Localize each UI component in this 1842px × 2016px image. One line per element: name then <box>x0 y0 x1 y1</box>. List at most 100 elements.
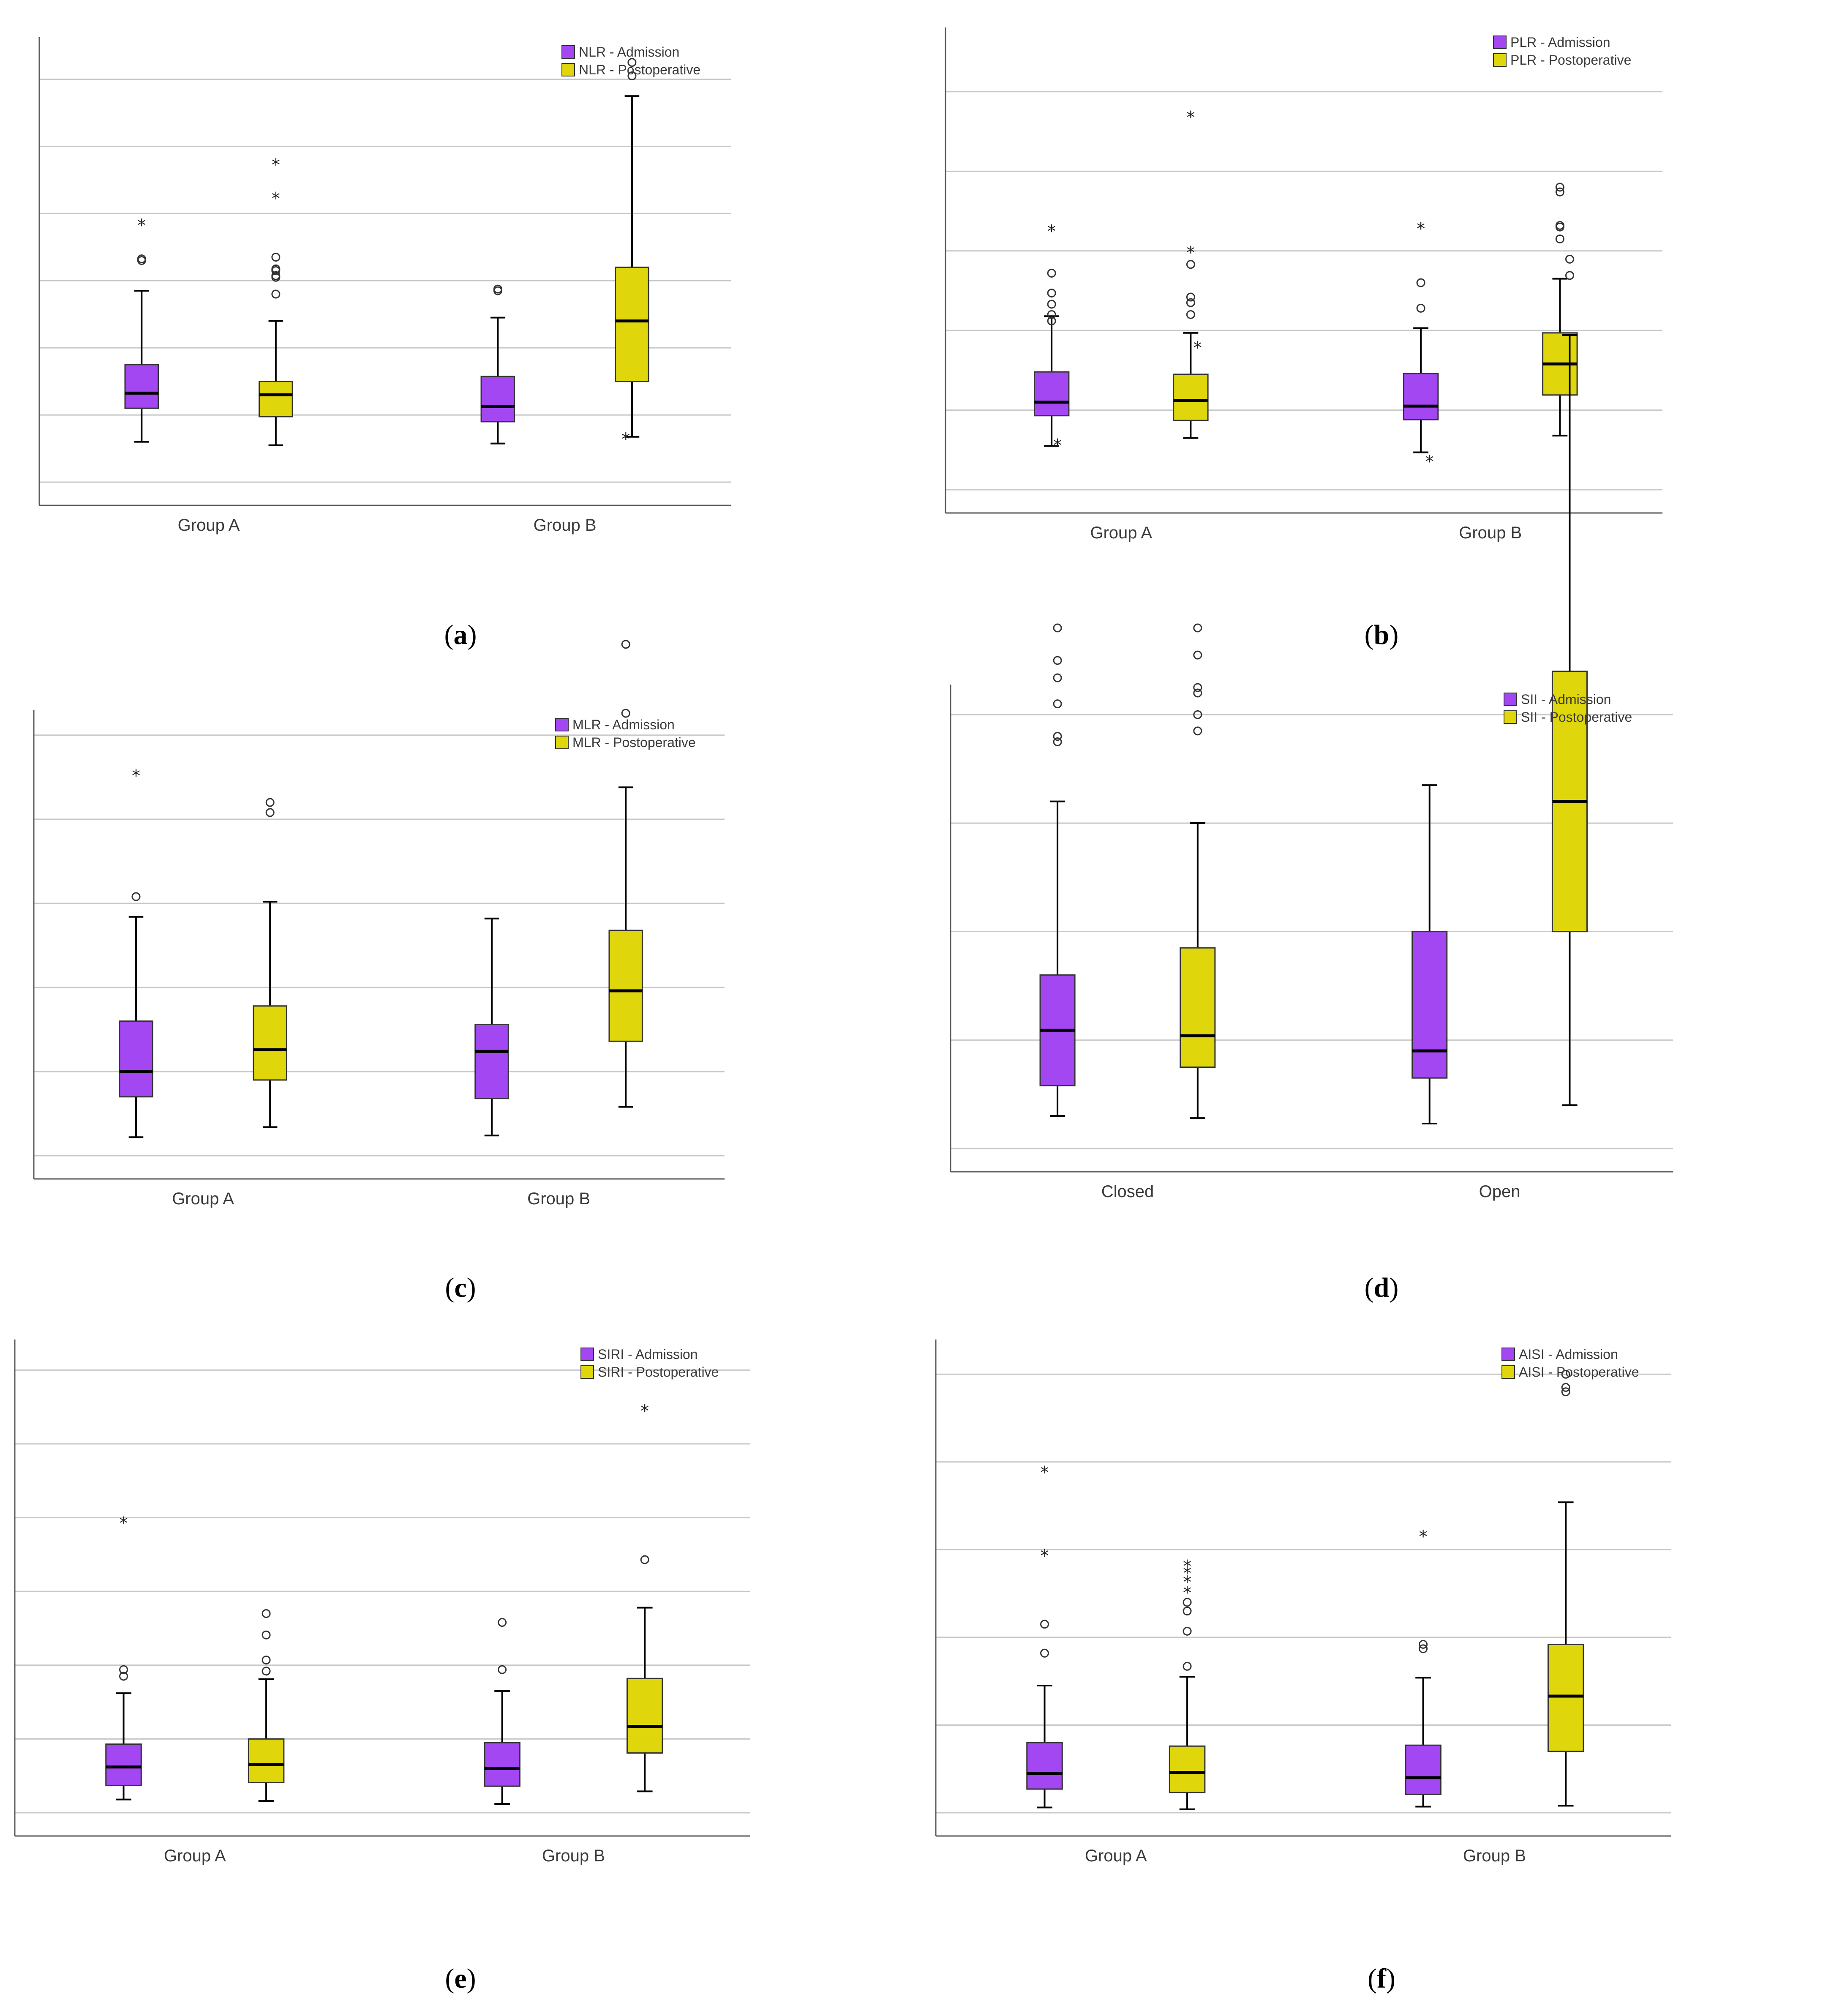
x-tick-label: Group B <box>1463 1847 1526 1865</box>
chart-panel-d: Closed Open * * * SII - Admission SII - Postop… <box>950 254 1673 1201</box>
outlier-point <box>1183 1607 1192 1616</box>
x-tick-label: Group B <box>1459 524 1522 542</box>
outlier-point <box>262 1609 271 1618</box>
legend-label: NLR - Postoperative <box>579 62 700 77</box>
box-iqr <box>1026 1742 1063 1790</box>
panel-label-a: (a) <box>444 619 477 650</box>
x-tick-label: Group A <box>1085 1847 1147 1865</box>
outlier-point <box>1561 1387 1570 1397</box>
box-postoperative-2 <box>1551 254 1588 1106</box>
box-postoperative-1 <box>248 1609 285 1802</box>
legend-swatch <box>1504 693 1517 706</box>
outlier-point <box>493 284 502 294</box>
outlier-point <box>271 289 281 299</box>
legend-label: MLR - Admission <box>572 717 675 732</box>
box-iqr <box>248 1738 285 1783</box>
legend-label: PLR - Postoperative <box>1510 52 1631 68</box>
outlier-point <box>627 58 637 67</box>
legend-label: AISI - Postoperative <box>1519 1364 1639 1380</box>
outlier-point <box>640 1555 649 1564</box>
panel-label-b: (b) <box>1364 619 1399 650</box>
box-iqr <box>480 376 515 423</box>
box-iqr <box>253 1005 287 1081</box>
extreme-point: * <box>1183 1564 1191 1583</box>
panel-label-f: (f) <box>1368 1963 1395 1994</box>
chart-panel-c: Group A Group B * * MLR - Admission MLR - Pos… <box>33 430 725 1208</box>
outlier-point <box>1193 623 1202 633</box>
outlier-point <box>1053 656 1062 665</box>
extreme-point: * <box>1183 1583 1191 1603</box>
outlier-point <box>498 1665 507 1674</box>
outlier-point <box>498 1618 507 1627</box>
box-postoperative-1: ** <box>259 155 293 446</box>
legend: NLR - Admission NLR - Postoperative <box>561 44 700 77</box>
extreme-point: * <box>137 216 146 235</box>
outlier-point <box>262 1656 271 1665</box>
outlier-point <box>1047 289 1056 298</box>
legend: MLR - Admission MLR - Postoperative <box>555 717 696 750</box>
box-iqr <box>1405 1744 1441 1795</box>
legend-swatch <box>580 1348 594 1361</box>
box-iqr <box>124 364 159 409</box>
box-postoperative-1: **** <box>1169 1557 1206 1810</box>
outlier-point <box>1183 1598 1192 1607</box>
legend-label: MLR - Postoperative <box>572 735 696 750</box>
outlier-point <box>1193 688 1202 698</box>
outlier-point <box>1416 303 1425 313</box>
x-tick-label: Group A <box>178 516 240 535</box>
box-iqr <box>119 1020 153 1098</box>
legend-swatch <box>561 45 575 59</box>
box-iqr <box>1547 1644 1584 1752</box>
x-tick-label: Group A <box>1090 524 1152 542</box>
extreme-point: * <box>132 766 140 786</box>
extreme-point: * <box>640 1402 649 1421</box>
outlier-point <box>1053 732 1062 741</box>
panel-label-e: (e) <box>445 1963 476 1994</box>
legend-label: SIRI - Admission <box>598 1347 698 1362</box>
legend: SII - Admission SII - Postoperative <box>1504 692 1632 725</box>
extreme-point: * <box>272 189 280 209</box>
box-postoperative-2 <box>1542 183 1578 436</box>
box-iqr <box>1173 374 1209 421</box>
legend-swatch <box>580 1365 594 1379</box>
outlier-point <box>621 640 630 649</box>
extreme-point: * <box>1186 108 1195 127</box>
box-admission-1: * <box>124 216 159 443</box>
chart-panel-f: Group A Group B*******AISI - AdmissionAIS… <box>935 1339 1671 1865</box>
outlier-point <box>265 808 275 817</box>
extreme-point: * <box>1041 1463 1049 1483</box>
extreme-point: * <box>1193 338 1202 358</box>
box-postoperative-2: * <box>608 430 643 1108</box>
outlier-point <box>1053 699 1062 709</box>
outlier-point <box>119 1665 128 1674</box>
outlier-point <box>621 709 630 718</box>
extreme-point: * <box>1419 1527 1428 1547</box>
x-tick-label: Group A <box>172 1189 234 1208</box>
outlier-point <box>137 254 146 264</box>
outlier-point <box>119 1672 128 1681</box>
outlier-point <box>627 71 637 81</box>
outlier-point <box>1555 187 1564 196</box>
extreme-point: * <box>1417 219 1425 239</box>
legend-label: SII - Postoperative <box>1521 709 1632 725</box>
outlier-point <box>1561 1369 1570 1379</box>
legend-swatch <box>1501 1365 1515 1379</box>
box-iqr <box>626 1678 663 1754</box>
box-iqr <box>1169 1745 1206 1793</box>
outlier-point <box>1047 300 1056 309</box>
box-postoperative-2 <box>1547 1369 1584 1807</box>
box-postoperative-2: * <box>626 1402 663 1792</box>
extreme-point: * <box>1047 222 1056 241</box>
box-iqr <box>484 1742 520 1787</box>
legend-label: SII - Admission <box>1521 692 1611 707</box>
box-iqr <box>615 266 649 382</box>
outlier-point <box>1186 310 1195 319</box>
box-iqr <box>1403 373 1439 420</box>
legend-swatch <box>561 63 575 76</box>
outlier-point <box>1193 710 1202 719</box>
box-admission-1: * <box>1039 436 1076 1117</box>
outlier-point <box>1186 292 1195 302</box>
legend: AISI - Admission AISI - Postoperative <box>1501 1347 1639 1380</box>
legend: PLR - Admission PLR - Postoperative <box>1493 35 1631 68</box>
legend-swatch <box>555 718 569 731</box>
